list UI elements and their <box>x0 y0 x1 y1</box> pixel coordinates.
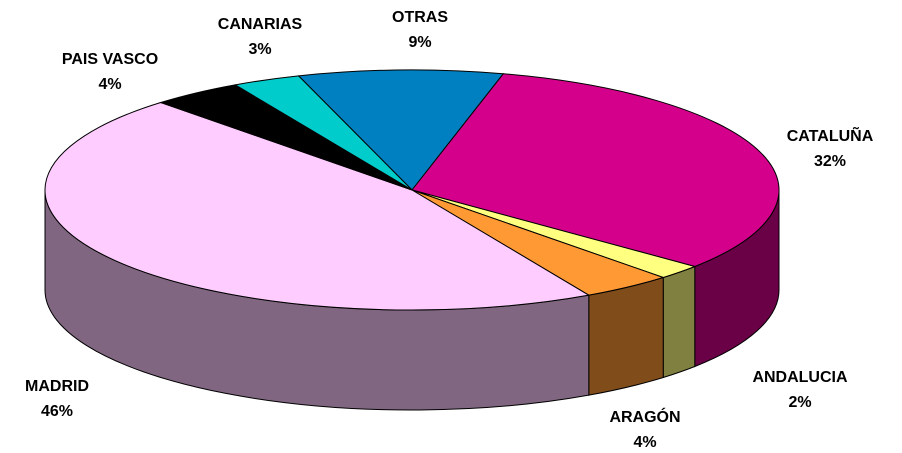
slice-value-label: 46% <box>41 403 73 420</box>
slice <box>44 101 591 311</box>
slice-value-label: 4% <box>98 76 121 93</box>
slice-label: MADRID <box>25 378 89 395</box>
slice-side <box>588 276 664 396</box>
slice-label: ARAGÓN <box>609 407 680 426</box>
slice-value-label: 4% <box>633 434 656 451</box>
slice-value-label: 9% <box>408 34 431 51</box>
slice <box>297 69 505 191</box>
slice-value-label: 2% <box>788 394 811 411</box>
slice-side <box>662 265 696 379</box>
slice-label: OTRAS <box>392 9 448 26</box>
slice <box>233 75 413 191</box>
slice-value-label: 3% <box>248 41 271 58</box>
slice-label: ANDALUCIA <box>752 369 848 386</box>
slice <box>411 73 780 268</box>
slice-label: CATALUÑA <box>787 125 874 145</box>
slice-label: PAIS VASCO <box>62 51 158 68</box>
slice-label: CANARIAS <box>218 16 303 33</box>
slice-value-label: 32% <box>814 153 846 170</box>
